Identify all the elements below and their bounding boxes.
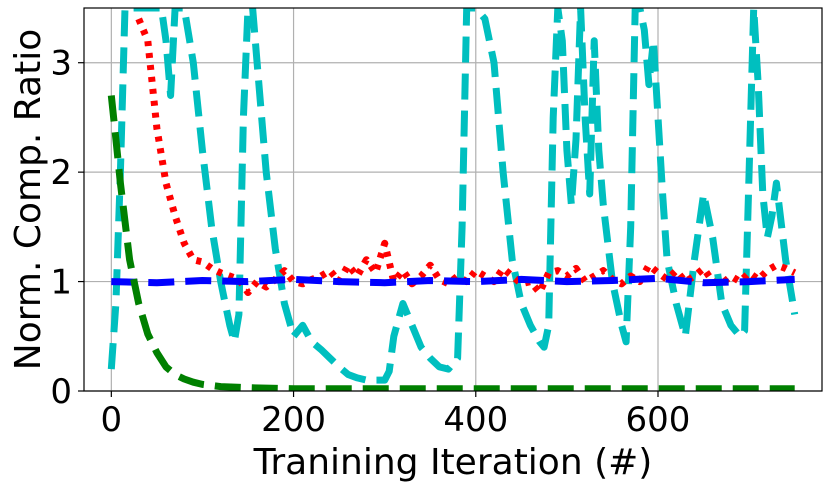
x-tick-label: 0 xyxy=(101,400,123,440)
y-tick-label: 2 xyxy=(50,153,72,193)
x-tick-label: 200 xyxy=(261,400,326,440)
y-tick-label: 0 xyxy=(50,372,72,412)
x-axis-label: Tranining Iteration (#) xyxy=(253,442,653,483)
x-tick-labels: 0 200 400 600 xyxy=(101,391,691,440)
y-tick-labels: 0 1 2 3 xyxy=(50,44,84,412)
series-line-1 xyxy=(107,8,799,384)
plot-frame xyxy=(83,7,823,392)
series-line-3 xyxy=(111,274,795,287)
series-lines xyxy=(107,8,799,391)
y-axis-label: Norm. Comp. Ratio xyxy=(8,29,49,370)
y-tick-label: 3 xyxy=(50,44,72,84)
series-line-4 xyxy=(107,95,795,391)
x-tick-label: 600 xyxy=(626,400,691,440)
y-tick-label: 1 xyxy=(50,263,72,303)
x-tick-label: 400 xyxy=(443,400,508,440)
